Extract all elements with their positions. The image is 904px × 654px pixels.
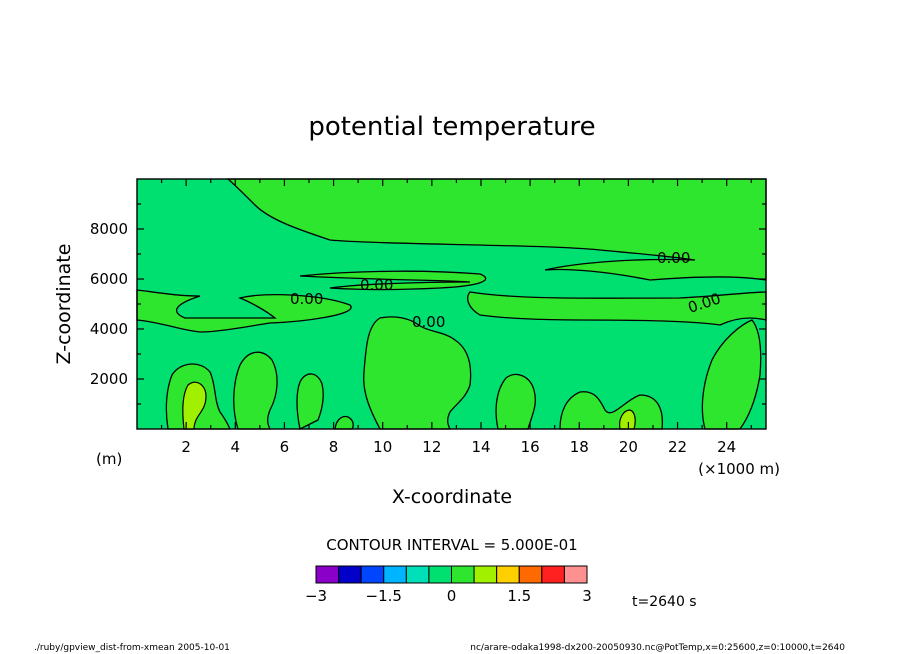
colorbar-swatch (360, 565, 385, 584)
colorbar-labels: −3 −1.5 0 1.5 3 (305, 587, 592, 605)
cell-5km-region (233, 351, 278, 430)
band-left-region (136, 289, 352, 333)
colorbar (315, 565, 588, 584)
footer-right: nc/arare-odaka1998-dx200-20050930.nc@Pot… (470, 643, 845, 653)
colorbar-swatch (541, 565, 565, 584)
contour-label: 0.00 (360, 276, 393, 294)
x-tick-label: 6 (280, 438, 290, 456)
colorbar-tick-label: −3 (305, 587, 327, 605)
colorbar-swatch (315, 565, 340, 584)
colorbar-swatch (563, 565, 588, 584)
x-axis-label: X-coordinate (392, 486, 512, 508)
band-right-region (467, 291, 767, 326)
plot-area: 0.00 0.00 0.00 0.00 0.00 (136, 178, 767, 430)
y-tick-labels: 2000 4000 6000 8000 (90, 220, 128, 388)
positive-contour-regions (136, 178, 767, 430)
colorbar-swatch (496, 565, 520, 584)
colorbar-swatch (473, 565, 498, 584)
colorbar-swatch (428, 565, 452, 584)
colorbar-tick-label: 1.5 (507, 587, 531, 605)
x-tick-label: 24 (717, 438, 736, 456)
chart-title: potential temperature (308, 112, 595, 142)
y-axis-label: Z-coordinate (53, 244, 75, 365)
colorbar-swatch (451, 565, 475, 584)
time-label: t=2640 s (632, 594, 697, 610)
x-tick-label: 2 (181, 438, 191, 456)
upper-plume-region (226, 178, 767, 281)
x-tick-label: 14 (471, 438, 490, 456)
y-tick-label: 4000 (90, 320, 128, 338)
cell-15km-region (495, 373, 536, 430)
x-tick-labels: 2 4 6 8 10 12 14 16 18 20 22 24 (181, 438, 736, 456)
contour-interval: CONTOUR INTERVAL = 5.000E-01 (326, 536, 577, 554)
colorbar-swatch (383, 565, 407, 584)
band-center-region (299, 270, 487, 291)
axis-ticks (137, 179, 766, 429)
cell-8.5km-region (334, 415, 354, 430)
strong-positive-cores (182, 381, 636, 430)
x-tick-label: 22 (668, 438, 687, 456)
x-tick-label: 4 (231, 438, 241, 456)
colorbar-swatch (405, 565, 430, 584)
contour-label: 0.00 (657, 249, 690, 267)
x-tick-label: 18 (570, 438, 589, 456)
x-tick-label: 8 (329, 438, 339, 456)
y-tick-label: 2000 (90, 370, 128, 388)
center-tower-region (363, 316, 472, 430)
contour-label: 0.00 (412, 313, 445, 331)
x-tick-label: 10 (373, 438, 392, 456)
y-axis-unit: (m) (96, 450, 122, 468)
x-tick-label: 16 (521, 438, 540, 456)
y-tick-label: 8000 (90, 220, 128, 238)
cell-23km-region (701, 319, 762, 430)
colorbar-tick-label: −1.5 (366, 587, 402, 605)
core-20km (619, 409, 636, 430)
y-tick-label: 6000 (90, 270, 128, 288)
cell-19km-region (559, 391, 664, 430)
colorbar-swatch (518, 565, 543, 584)
core-2km (182, 381, 207, 430)
x-tick-label: 12 (422, 438, 441, 456)
colorbar-tick-label: 3 (582, 587, 592, 605)
contour-label: 0.00 (290, 290, 323, 308)
colorbar-tick-label: 0 (447, 587, 457, 605)
colorbar-swatch (338, 565, 362, 584)
x-axis-unit: (×1000 m) (698, 460, 780, 478)
cell-7km-region (296, 373, 324, 430)
x-tick-label: 20 (619, 438, 638, 456)
footer-left: ./ruby/gpview_dist-from-xmean 2005-10-01 (34, 643, 230, 653)
